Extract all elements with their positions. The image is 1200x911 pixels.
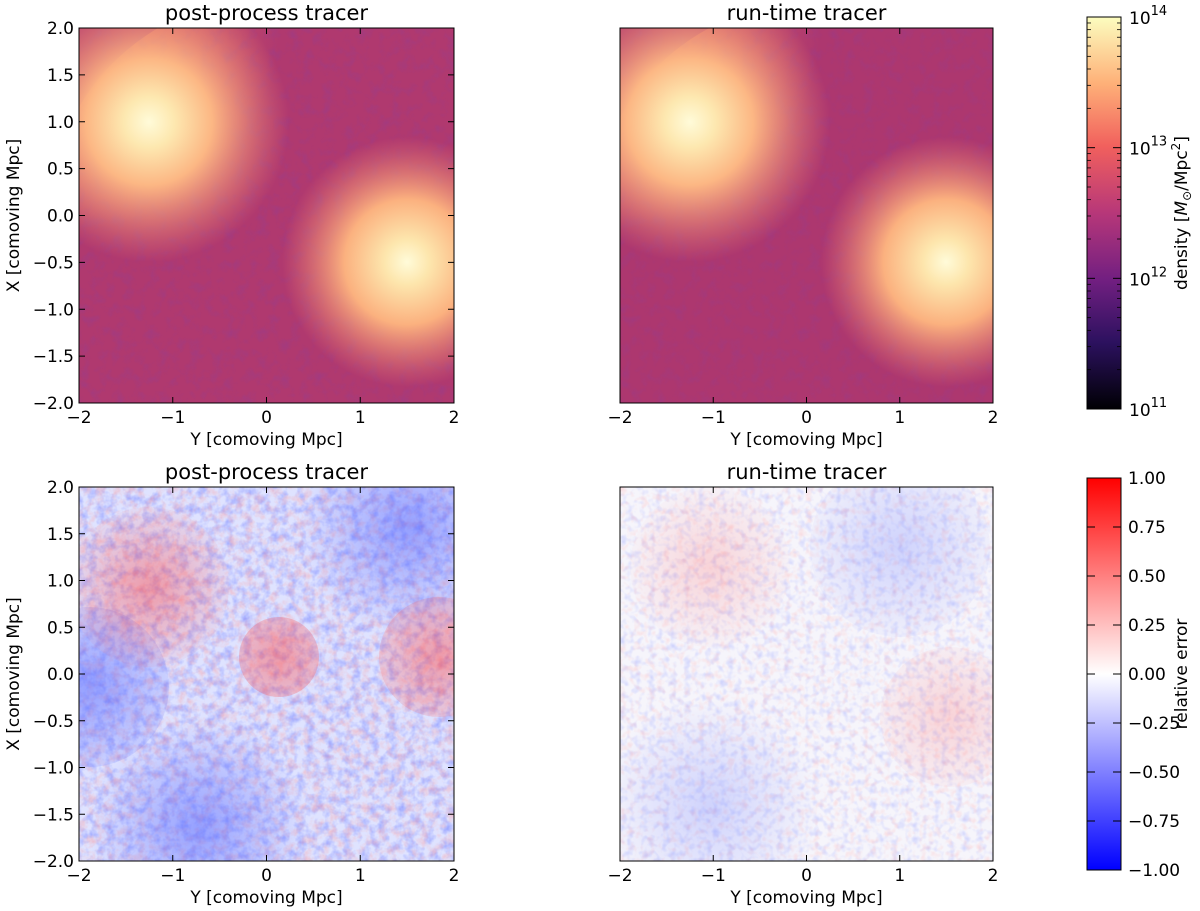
cb-tick-label: 1012 [1129, 265, 1167, 290]
x-tick-label: 0 [261, 866, 272, 886]
axes-3: run-time tracer −2 −1 0 1 2 Y [comoving Mpc] [607, 460, 998, 908]
cb-tick-label: 1011 [1129, 396, 1167, 421]
y-tick-label: 0.5 [47, 618, 74, 638]
cb-tick-label: 1013 [1129, 135, 1167, 160]
x-tick-label: −2 [607, 866, 632, 886]
error-hotspot [239, 617, 319, 697]
density-map-run-time [620, 28, 993, 403]
error-map-post-process [79, 487, 454, 861]
x-tick-label: 2 [988, 866, 999, 886]
halo-peak-2 [821, 137, 993, 387]
x-tick-label: −1 [160, 408, 185, 428]
x-tick-label: 1 [894, 408, 905, 428]
x-tick-label: −2 [66, 408, 91, 428]
axes-2: post-process tracer −2 −1 0 1 2 Y [comoving Mp… [4, 460, 459, 908]
y-axis-label: X [comoving Mpc] [4, 597, 24, 751]
density-map-post-process [79, 28, 454, 403]
error-colorbar: relative error 1.00 0.75 0.50 0.25 0.00 −0.25… [1086, 469, 1192, 881]
halo-peak-1 [79, 28, 289, 262]
y-tick-label: 2.0 [47, 478, 74, 498]
error-blue-region [89, 717, 309, 861]
density-colorbar-label: density [M⊙/Mpc2] [1169, 136, 1194, 290]
y-tick-label: −2.0 [33, 394, 74, 414]
panel-title: post-process tracer [165, 1, 369, 25]
error-map-run-time [620, 487, 993, 861]
y-tick-label: 0.0 [47, 665, 74, 685]
x-tick-label: 0 [261, 408, 272, 428]
axes-1: run-time tracer −2 −1 0 1 2 Y [comoving Mpc] [607, 1, 998, 450]
y-tick-label: 0.0 [47, 207, 74, 227]
y-tick-label: 0.5 [47, 160, 74, 180]
x-tick-label: 1 [894, 866, 905, 886]
x-tick-label: 2 [988, 408, 999, 428]
cb-tick-label: −0.75 [1128, 812, 1180, 832]
y-tick-label: −1.0 [33, 759, 74, 779]
panel-title: post-process tracer [165, 460, 369, 484]
halo-peak-1 [620, 28, 830, 262]
cb-tick-label: 0.75 [1128, 518, 1166, 538]
cb-tick-label: 1014 [1129, 4, 1167, 29]
y-tick-label: −0.5 [33, 253, 74, 273]
error-panel-post-process [78, 486, 455, 862]
error-colorbar-label: relative error [1172, 619, 1192, 730]
axes-overlay: post-process tracer −2 −1 0 1 2 Y [comoving Mp… [4, 1, 998, 908]
x-tick-label: 0 [801, 408, 812, 428]
error-red-region [379, 597, 454, 717]
y-tick-label: −0.5 [33, 712, 74, 732]
cb-tick-label: 0.00 [1128, 665, 1166, 685]
cb-tick-label: −0.25 [1128, 714, 1180, 734]
x-tick-label: −2 [607, 408, 632, 428]
x-tick-label: −1 [701, 408, 726, 428]
error-red-region [880, 647, 993, 787]
x-axis-label: Y [comoving Mpc] [729, 888, 882, 908]
cb-tick-label: −0.50 [1128, 763, 1180, 783]
cb-tick-label: 0.50 [1128, 567, 1166, 587]
error-panel-run-time [619, 486, 994, 862]
cb-tick-label: 0.25 [1128, 616, 1166, 636]
error-blue-region [810, 487, 990, 637]
x-axis-label: Y [comoving Mpc] [189, 430, 342, 450]
axes-0: post-process tracer −2 −1 0 1 2 Y [comoving Mp… [4, 1, 459, 450]
error-blue-region [299, 487, 454, 637]
x-tick-label: 2 [449, 866, 460, 886]
density-panel-run-time [619, 27, 994, 404]
cb-tick-label: 1.00 [1128, 469, 1166, 489]
y-tick-label: −1.5 [33, 347, 74, 367]
density-panel-post-process [78, 27, 455, 404]
panel-title: run-time tracer [727, 1, 887, 25]
cb-tick-label: −1.00 [1128, 861, 1180, 881]
x-tick-label: 1 [355, 866, 366, 886]
x-tick-label: −1 [160, 866, 185, 886]
y-tick-label: 1.0 [47, 113, 74, 133]
x-tick-label: −1 [701, 866, 726, 886]
halo-peak-2 [282, 137, 454, 387]
x-tick-label: 1 [355, 408, 366, 428]
x-tick-label: 0 [801, 866, 812, 886]
y-tick-label: 1.0 [47, 572, 74, 592]
y-tick-label: −1.0 [33, 300, 74, 320]
y-tick-label: −2.0 [33, 852, 74, 872]
y-tick-label: 2.0 [47, 19, 74, 39]
panel-title: run-time tracer [727, 460, 887, 484]
y-axis-label: X [comoving Mpc] [4, 139, 24, 293]
y-tick-label: 1.5 [47, 66, 74, 86]
x-tick-label: 2 [449, 408, 460, 428]
density-colorbar: density [M⊙/Mpc2] 1011 1012 1013 1014 [1086, 4, 1194, 421]
x-axis-label: Y [comoving Mpc] [189, 888, 342, 908]
error-red-region [630, 487, 790, 647]
error-red-region [79, 507, 229, 667]
y-tick-label: −1.5 [33, 805, 74, 825]
x-axis-label: Y [comoving Mpc] [729, 430, 882, 450]
y-tick-label: 1.5 [47, 525, 74, 545]
error-blue-region [620, 697, 820, 861]
density-colorbar-gradient [1086, 16, 1122, 410]
x-tick-label: −2 [66, 866, 91, 886]
